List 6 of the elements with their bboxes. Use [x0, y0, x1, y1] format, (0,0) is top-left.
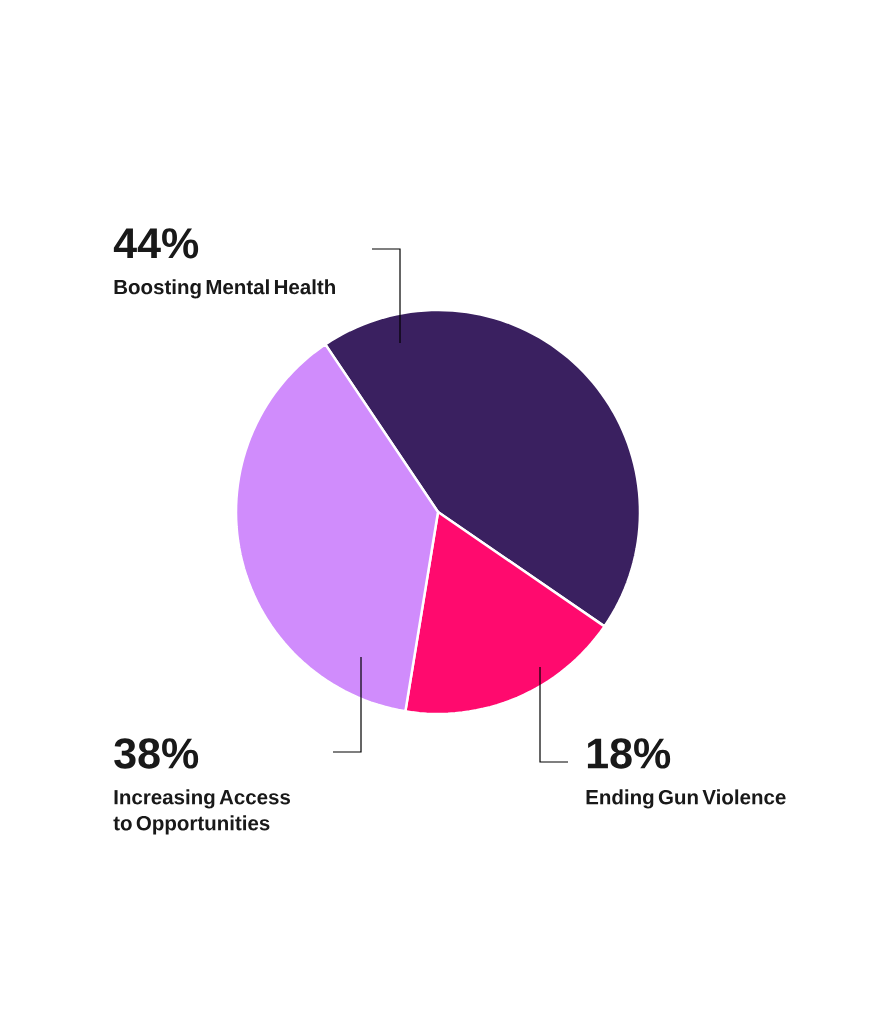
slice-label: Increasing Access to Opportunities	[113, 789, 291, 835]
data-label: 18%	[587, 738, 671, 769]
slice-label: Boosting Mental Health	[114, 279, 335, 299]
data-label: 38%	[114, 738, 199, 769]
slice-label: Ending Gun Violence	[586, 789, 786, 809]
data-label: 44%	[113, 228, 199, 259]
